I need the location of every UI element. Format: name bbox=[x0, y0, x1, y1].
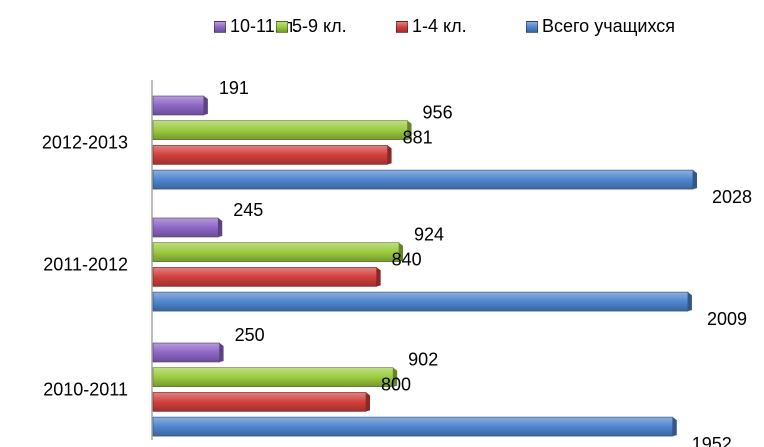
bar bbox=[152, 95, 205, 116]
bar-end-cap bbox=[218, 218, 223, 237]
legend-swatch bbox=[214, 20, 226, 33]
chart-legend: 10-11кл. 5-9 кл. 1-4 кл. Всего учащихся bbox=[0, 16, 764, 40]
bar bbox=[152, 267, 377, 287]
bar bbox=[152, 120, 408, 140]
bar bbox=[152, 416, 674, 437]
bar bbox=[152, 145, 388, 165]
bar-end-cap bbox=[393, 367, 398, 387]
bar-end-cap bbox=[387, 145, 392, 165]
bar bbox=[152, 392, 367, 412]
bar-end-cap bbox=[693, 170, 697, 190]
bar-end-cap bbox=[672, 417, 677, 437]
data-label: 924 bbox=[414, 225, 444, 245]
legend-label: Всего учащихся bbox=[542, 16, 675, 36]
bar bbox=[152, 291, 689, 312]
category-tick-label: 2010-2011 bbox=[43, 380, 128, 400]
legend-swatch bbox=[276, 20, 288, 33]
legend-item: 5-9 кл. bbox=[276, 16, 347, 37]
data-label: 956 bbox=[423, 103, 453, 123]
data-label: 2009 bbox=[707, 309, 747, 329]
legend-label: 5-9 кл. bbox=[292, 16, 347, 36]
data-label: 800 bbox=[381, 374, 411, 394]
data-label: 245 bbox=[233, 200, 263, 220]
plot-area: 2012-2013 191 956 881 2028 2011-2012 245 924 840… bbox=[42, 78, 752, 447]
category-tick-label: 2011-2012 bbox=[43, 255, 128, 275]
bar bbox=[152, 242, 400, 262]
legend-item: 1-4 кл. bbox=[396, 16, 467, 37]
data-label: 881 bbox=[403, 127, 433, 147]
bar bbox=[152, 169, 694, 190]
bar-end-cap bbox=[366, 392, 371, 412]
legend-label: 1-4 кл. bbox=[412, 16, 467, 36]
category-tick-label: 2012-2013 bbox=[42, 133, 128, 153]
bar-end-cap bbox=[203, 96, 208, 115]
legend-item: Всего учащихся bbox=[526, 16, 675, 37]
bar bbox=[152, 367, 394, 388]
data-label: 2028 bbox=[712, 187, 752, 207]
bar-end-cap bbox=[376, 267, 381, 287]
bar bbox=[152, 217, 219, 238]
data-label: 1952 bbox=[692, 434, 732, 447]
bar-end-cap bbox=[219, 343, 224, 362]
data-label: 840 bbox=[392, 249, 422, 269]
bar-end-cap bbox=[407, 120, 412, 140]
data-label: 902 bbox=[408, 350, 438, 370]
bar bbox=[152, 342, 220, 363]
bar-end-cap bbox=[687, 292, 692, 312]
data-label: 250 bbox=[235, 325, 265, 345]
data-label: 191 bbox=[219, 78, 249, 98]
legend-swatch bbox=[526, 20, 538, 33]
bar-end-cap bbox=[399, 242, 404, 262]
legend-swatch bbox=[396, 20, 408, 33]
